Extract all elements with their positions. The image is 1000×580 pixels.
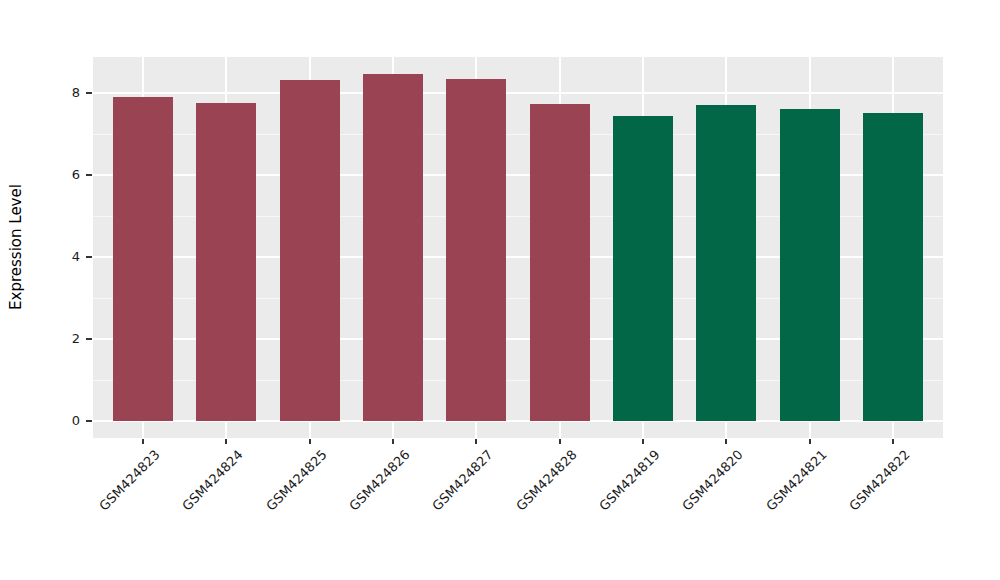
y-axis-tick xyxy=(86,92,92,94)
y-axis-tick xyxy=(86,338,92,340)
bar-GSM424820 xyxy=(696,105,756,421)
x-tick-label: GSM424819 xyxy=(596,447,663,514)
x-axis-tick xyxy=(225,439,227,444)
y-axis-title: Expression Level xyxy=(7,184,25,310)
x-axis-tick xyxy=(725,439,727,444)
x-axis-tick xyxy=(309,439,311,444)
x-axis-tick xyxy=(809,439,811,444)
x-tick-label: GSM424820 xyxy=(679,447,746,514)
bar-GSM424825 xyxy=(280,80,340,421)
bar-GSM424819 xyxy=(613,116,673,421)
x-tick-label: GSM424822 xyxy=(846,447,913,514)
y-tick-label: 4 xyxy=(44,249,80,265)
bar-GSM424821 xyxy=(780,109,840,421)
y-axis-tick xyxy=(86,256,92,258)
x-tick-label: GSM424827 xyxy=(429,447,496,514)
x-tick-label: GSM424821 xyxy=(763,447,830,514)
plot-panel xyxy=(93,57,943,438)
y-tick-label: 2 xyxy=(44,331,80,347)
x-axis-tick xyxy=(559,439,561,444)
bar-GSM424828 xyxy=(530,104,590,421)
bar-GSM424826 xyxy=(363,74,423,421)
y-tick-label: 8 xyxy=(44,85,80,101)
gridline-major-horizontal xyxy=(93,92,943,94)
x-axis-tick xyxy=(475,439,477,444)
x-tick-label: GSM424828 xyxy=(513,447,580,514)
x-axis-tick xyxy=(392,439,394,444)
y-axis-tick xyxy=(86,420,92,422)
x-axis-tick xyxy=(642,439,644,444)
x-tick-label: GSM424826 xyxy=(346,447,413,514)
bar-GSM424824 xyxy=(196,103,256,421)
expression-bar-chart-figure: Expression Level 0 2 4 6 8 GSM424823GSM424824… xyxy=(0,0,1000,580)
y-tick-label: 6 xyxy=(44,167,80,183)
bar-GSM424823 xyxy=(113,97,173,421)
x-axis-tick xyxy=(142,439,144,444)
bar-GSM424827 xyxy=(446,79,506,421)
y-tick-label: 0 xyxy=(44,413,80,429)
bar-GSM424822 xyxy=(863,113,923,421)
x-axis-tick xyxy=(892,439,894,444)
x-tick-label: GSM424824 xyxy=(179,447,246,514)
y-axis-tick xyxy=(86,174,92,176)
x-tick-label: GSM424823 xyxy=(96,447,163,514)
x-tick-label: GSM424825 xyxy=(263,447,330,514)
